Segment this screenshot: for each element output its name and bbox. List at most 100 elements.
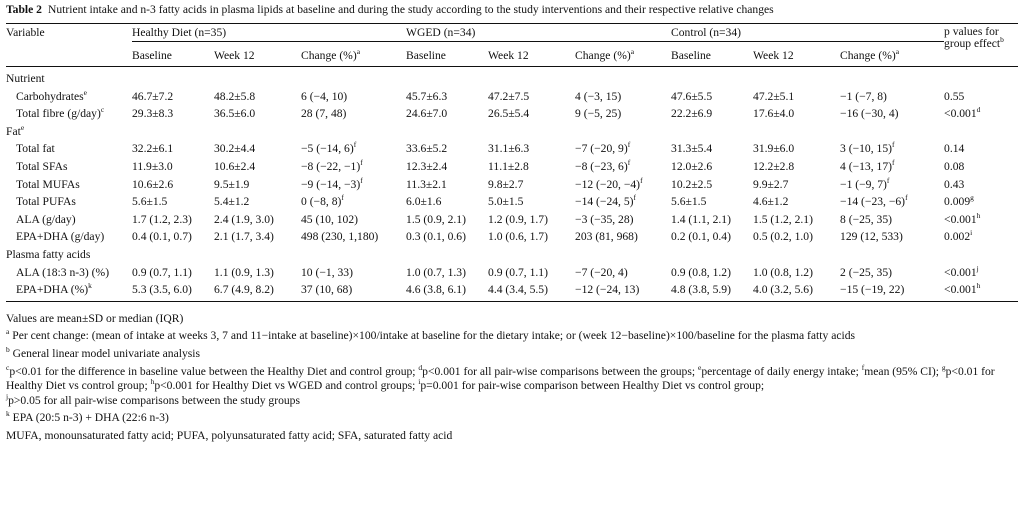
data-table: Variable Healthy Diet (n=35) WGED (n=34)… — [6, 24, 1019, 302]
table-cell: 1.4 (1.1, 2.1) — [671, 212, 731, 226]
header-group-healthy-diet: Healthy Diet (n=35) — [132, 24, 407, 45]
table-cell: 0.009g — [944, 193, 974, 209]
table-cell: 2 (−25, 35) — [840, 265, 892, 279]
table-cell: 129 (12, 533) — [840, 230, 903, 244]
table-cell: 9 (−5, 25) — [575, 107, 622, 121]
table-cell: −16 (−30, 4) — [840, 107, 899, 121]
header-variable: Variable — [6, 26, 45, 39]
table-cell: 6 (−4, 10) — [301, 89, 348, 103]
table-body: Nutrient Carbohydratese 46.7±7.2 48.2±5.8 6 … — [6, 67, 1019, 302]
table-cell: 10.2±2.5 — [671, 177, 713, 191]
table-cell: 10.6±2.6 — [132, 177, 174, 191]
table-row: EPA+DHA (g/day) 0.4 (0.1, 0.7) 2.1 (1.7, 3… — [6, 228, 1018, 246]
table-caption: Table 2 Nutrient intake and n-3 fatty aci… — [6, 3, 1018, 17]
table-cell: −8 (−23, 6)f — [575, 158, 631, 173]
table-cell: 11.3±2.1 — [406, 177, 447, 191]
table-cell: 8 (−25, 35) — [840, 212, 892, 226]
row-label: Total SFAs — [16, 159, 68, 173]
table-cell: 4.6±1.2 — [753, 195, 789, 209]
table-cell: −15 (−19, 22) — [840, 281, 945, 302]
subheader-healthy-diet-week12: Week 12 — [214, 45, 301, 67]
table-cell: −5 (−14, 6)f — [301, 140, 357, 156]
table-cell: 6.7 (4.9, 8.2) — [214, 281, 301, 302]
table-cell: −7 (−20, 4) — [575, 265, 628, 279]
subheader-healthy-diet-change: Change (%)a — [301, 45, 407, 67]
table-cell: 0 (−8, 8)f — [301, 193, 344, 209]
table-cell: 1.0 (0.7, 1.3) — [406, 265, 466, 279]
table-cell: 30.2±4.4 — [214, 142, 256, 156]
row-label: Carbohydratese — [16, 87, 87, 103]
table-cell: −14 (−24, 5)f — [575, 193, 637, 209]
row-label: EPA+DHA (%)k — [6, 281, 132, 302]
table-cell: 4.8 (3.8, 5.9) — [671, 281, 754, 302]
table-cell: 0.002i — [944, 228, 973, 244]
table-row: Carbohydratese 46.7±7.2 48.2±5.8 6 (−4, 10)… — [6, 88, 1018, 106]
table-cell: −9 (−14, −3)f — [301, 175, 363, 191]
table-cell: 46.7±7.2 — [132, 89, 174, 103]
table-cell: 3 (−10, 15)f — [840, 140, 895, 156]
table-cell: 5.3 (3.5, 6.0) — [132, 281, 214, 302]
table-cell: 5.4±1.2 — [214, 195, 250, 209]
table-cell: 4.0 (3.2, 5.6) — [753, 281, 841, 302]
table-cell: 1.7 (1.2, 2.3) — [132, 212, 192, 226]
table-cell: 1.0 (0.8, 1.2) — [753, 265, 813, 279]
table-row: Total PUFAs 5.6±1.5 5.4±1.2 0 (−8, 8)f 6.0±1… — [6, 193, 1018, 211]
table-row: Total MUFAs 10.6±2.6 9.5±1.9 −9 (−14, −3)f 1… — [6, 176, 1018, 194]
table-cell: 10 (−1, 33) — [301, 265, 353, 279]
subheader-healthy-diet-baseline: Baseline — [132, 45, 214, 67]
subheader-control-baseline: Baseline — [671, 45, 754, 67]
table-cell: 0.43 — [944, 177, 965, 191]
table-cell: −12 (−24, 13) — [575, 281, 672, 302]
table-cell: 1.5 (0.9, 2.1) — [406, 212, 466, 226]
table-row: Total fat 32.2±6.1 30.2±4.4 −5 (−14, 6)f 33.… — [6, 140, 1018, 158]
table-label: Table 2 — [6, 3, 42, 16]
table-cell: 2.4 (1.9, 3.0) — [214, 212, 274, 226]
table-top-rule — [6, 23, 1018, 24]
row-label: EPA+DHA (g/day) — [16, 230, 105, 244]
table-cell: 47.2±5.1 — [753, 89, 795, 103]
table-cell: 0.3 (0.1, 0.6) — [406, 230, 466, 244]
table-cell: 9.9±2.7 — [753, 177, 789, 191]
table-cell: 47.2±7.5 — [488, 89, 530, 103]
row-label: ALA (18:3 n-3) (%) — [16, 265, 110, 279]
table-cell: 0.08 — [944, 159, 965, 173]
row-label: Total fat — [16, 142, 55, 156]
footnote-c-to-j: cp<0.01 for the difference in baseline v… — [6, 362, 995, 407]
subheader-wged-change: Change (%)a — [575, 45, 672, 67]
row-label: Total fibre (g/day)c — [16, 105, 105, 121]
footnote-k: k EPA (20:5 n-3) + DHA (22:6 n-3) — [6, 409, 169, 425]
table-cell: 36.5±6.0 — [214, 107, 256, 121]
table-cell: 11.9±3.0 — [132, 159, 173, 173]
table-cell: 2.1 (1.7, 3.4) — [214, 230, 274, 244]
table-cell: 11.1±2.8 — [488, 159, 529, 173]
table-cell: 4 (−13, 17)f — [840, 158, 895, 173]
table-cell: 203 (81, 968) — [575, 230, 638, 244]
subheader-control-change: Change (%)a — [840, 45, 945, 67]
table-cell: 4 (−3, 15) — [575, 89, 622, 103]
table-cell: 5.6±1.5 — [132, 195, 168, 209]
table-cell: 4.4 (3.4, 5.5) — [488, 281, 576, 302]
table-cell: 12.3±2.4 — [406, 159, 448, 173]
document-page: Table 2 Nutrient intake and n-3 fatty aci… — [6, 3, 1019, 444]
footnote-b: b General linear model univariate analys… — [6, 345, 201, 360]
table-cell: 0.9 (0.7, 1.1) — [132, 265, 192, 279]
table-cell: 1.1 (0.9, 1.3) — [214, 265, 274, 279]
table-cell: 12.2±2.8 — [753, 159, 795, 173]
table-cell: 1.0 (0.6, 1.7) — [488, 230, 548, 244]
table-cell: −3 (−35, 28) — [575, 212, 634, 226]
table-cell: 0.9 (0.8, 1.2) — [671, 265, 731, 279]
table-cell: 0.4 (0.1, 0.7) — [132, 230, 192, 244]
table-cell: <0.001h — [944, 281, 1019, 302]
section-label: Nutrient — [6, 72, 45, 85]
table-footnotes: Values are mean±SD or median (IQR) a Per… — [6, 312, 1018, 444]
table-cell: 10.6±2.4 — [214, 159, 256, 173]
table-cell: 12.0±2.6 — [671, 159, 713, 173]
section-row: Nutrient — [6, 67, 1018, 88]
table-cell: 45 (10, 102) — [301, 212, 358, 226]
table-cell: 48.2±5.8 — [214, 89, 256, 103]
table-cell: 5.6±1.5 — [671, 195, 707, 209]
header-variable-blank — [6, 45, 132, 67]
table-cell: −1 (−9, 7)f — [840, 175, 890, 191]
table-cell: 0.5 (0.2, 1.0) — [753, 230, 813, 244]
table-cell: 9.8±2.7 — [488, 177, 524, 191]
